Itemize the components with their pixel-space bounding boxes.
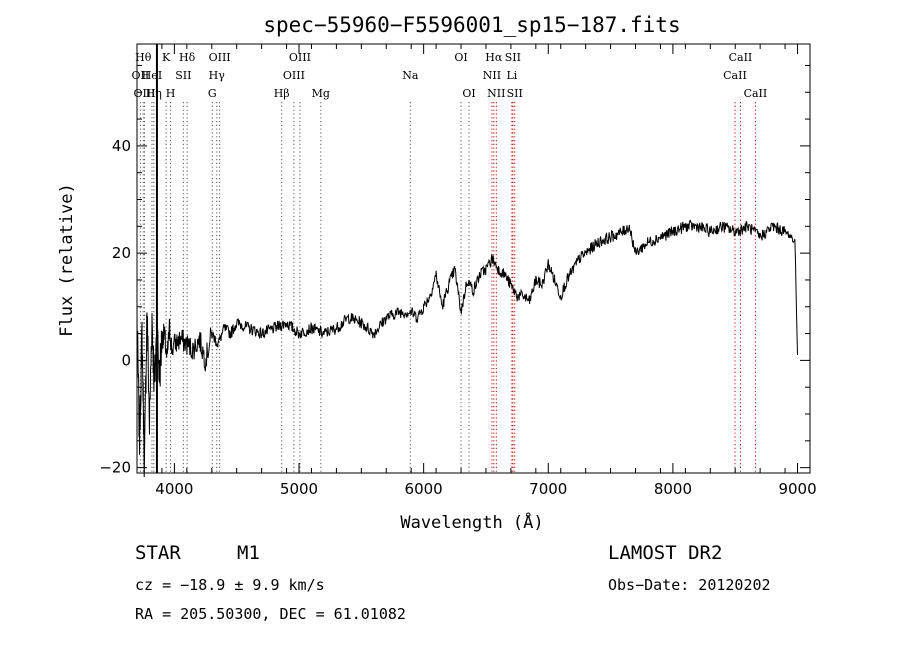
spectrum-series — [136, 44, 798, 478]
spectral-line-label: SII — [507, 87, 523, 100]
spectral-line-label: H — [166, 87, 176, 100]
spectral-line-label: CaII — [744, 87, 768, 100]
spectral-line-label: Hβ — [274, 87, 290, 100]
y-axis-label: Flux (relative) — [57, 183, 77, 337]
redshift-cz: cz = −18.9 ± 9.9 km/s — [135, 576, 325, 594]
spectral-line-label: Li — [506, 69, 517, 82]
y-tick-label: 0 — [121, 351, 131, 369]
x-tick-label: 9000 — [778, 480, 816, 498]
x-tick-label: 5000 — [280, 480, 318, 498]
spectral-line-label: OIII — [209, 51, 231, 64]
axes: 4000 5000 6000 7000 8000 9000 −20 0 20 40 — [99, 43, 817, 498]
coordinates: RA = 205.50300, DEC = 61.01082 — [135, 605, 406, 623]
x-axis-label: Wavelength (Å) — [400, 511, 543, 533]
spectral-line-label: Mg — [312, 87, 330, 100]
spectral-line-label: Hη — [146, 87, 162, 100]
x-tick-label: 4000 — [155, 480, 193, 498]
spectral-line-label: NII — [483, 69, 501, 82]
spectral-line-label: SII — [175, 69, 191, 82]
spectral-line-label: CaII — [729, 51, 753, 64]
spectral-line-label: OIII — [133, 87, 155, 100]
spectral-line-label: CaII — [723, 69, 747, 82]
spectral-line-label: NII — [487, 87, 505, 100]
spectral-line-label: OI — [462, 87, 475, 100]
spectral-line-markers: OII Hθ OIII HeI Hη K H SII Hδ G Hγ OIII Hβ OIII OIII Mg… — [132, 51, 768, 473]
spectrum-line — [136, 219, 798, 478]
y-tick-label: 20 — [112, 244, 131, 262]
y-tick-label: 40 — [112, 137, 131, 155]
spectral-line-label: OIII — [289, 51, 311, 64]
spectral-line-label: OIII — [283, 69, 305, 82]
survey-name: LAMOST DR2 — [608, 542, 723, 564]
chart-title: spec−55960−F5596001_sp15−187.fits — [263, 13, 680, 37]
spectral-line-label: G — [208, 87, 217, 100]
x-tick-label: 7000 — [529, 480, 567, 498]
x-tick-label: 8000 — [654, 480, 692, 498]
spectral-line-label: Hδ — [179, 51, 196, 64]
object-class: STAR — [135, 542, 181, 564]
spectral-line-label: Hα — [485, 51, 503, 64]
spectral-line-label: K — [162, 51, 171, 64]
spectral-line-label: Hγ — [209, 69, 226, 82]
spectral-line-label: HeI — [142, 69, 162, 82]
object-subclass: M1 — [237, 542, 260, 564]
plot-frame — [136, 43, 811, 474]
spectral-line-label: Na — [402, 69, 419, 82]
x-tick-label: 6000 — [405, 480, 443, 498]
observation-date: Obs−Date: 20120202 — [608, 576, 771, 594]
spectral-line-label: Hθ — [135, 51, 152, 64]
y-tick-label: −20 — [99, 459, 131, 477]
spectral-line-label: OII — [132, 69, 150, 82]
spectral-line-label: SII — [505, 51, 521, 64]
spectral-line-label: OI — [454, 51, 467, 64]
